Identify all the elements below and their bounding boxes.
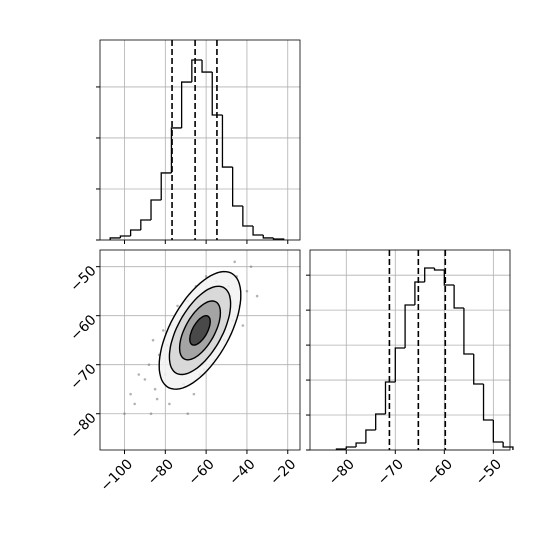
hist-step xyxy=(473,353,484,385)
x-tick-label: −20 xyxy=(267,456,299,488)
hist-step xyxy=(365,429,376,444)
sample-point xyxy=(233,260,236,264)
y-tick-label: −60 xyxy=(67,312,99,344)
hist-step xyxy=(221,115,233,168)
x-tick-label: −60 xyxy=(424,456,456,488)
axes-frame xyxy=(309,249,511,451)
hist-step xyxy=(345,446,357,450)
sample-point xyxy=(168,402,171,406)
hist-step xyxy=(375,413,386,430)
hist-step xyxy=(211,72,223,116)
axes-frame xyxy=(99,249,301,451)
hist-step xyxy=(424,267,435,283)
sample-point xyxy=(204,275,208,278)
hist-step xyxy=(232,167,243,207)
hist-step xyxy=(129,229,141,237)
hist-step xyxy=(150,199,162,220)
x-tick-label: −40 xyxy=(226,456,258,488)
sample-point xyxy=(147,363,151,367)
x-tick-label: −100 xyxy=(98,456,137,495)
sample-point xyxy=(123,412,126,416)
sample-point xyxy=(153,387,157,391)
hist-step xyxy=(160,172,172,200)
axes-frame xyxy=(99,39,301,241)
sample-point xyxy=(149,412,153,416)
sample-point xyxy=(176,304,179,308)
sample-point xyxy=(249,265,253,268)
x-tick-label: −50 xyxy=(473,456,505,488)
x-tick-label: −80 xyxy=(326,456,358,488)
hist-step xyxy=(463,307,474,355)
hist-step xyxy=(443,270,455,286)
x-tick-label: −80 xyxy=(145,456,177,488)
y-tick-label: −80 xyxy=(67,410,99,442)
y-tick-label: −70 xyxy=(67,361,99,393)
hist-step xyxy=(140,219,152,230)
hist-step xyxy=(492,420,504,443)
hist-step xyxy=(414,281,425,305)
hist-step xyxy=(482,383,494,421)
sample-point xyxy=(255,294,259,298)
x-tick-label: −60 xyxy=(186,456,218,488)
sample-point xyxy=(192,392,196,396)
y-tick-label: −50 xyxy=(67,263,99,295)
hist-step xyxy=(394,347,406,383)
x-tick-label: −70 xyxy=(375,456,407,488)
hist-step xyxy=(262,235,274,239)
sample-point xyxy=(241,324,245,327)
contour xyxy=(189,315,211,346)
panel xyxy=(96,39,301,244)
sample-point xyxy=(245,289,249,293)
sample-point xyxy=(143,378,147,381)
hist-step xyxy=(453,284,464,309)
sample-point xyxy=(155,397,159,401)
sample-point xyxy=(186,412,190,416)
hist-step xyxy=(191,59,203,83)
hist-step xyxy=(119,235,131,238)
sample-point xyxy=(151,338,155,342)
hist-step xyxy=(242,206,254,227)
panel: −80 −70 −60 −50 xyxy=(306,249,514,489)
sample-point xyxy=(161,329,165,332)
hist-step xyxy=(404,304,415,348)
hist-step xyxy=(355,442,366,447)
sample-point xyxy=(129,392,132,396)
sample-point xyxy=(133,402,136,406)
hist-step xyxy=(502,442,514,450)
hist-step xyxy=(384,381,396,414)
hist-step xyxy=(109,237,121,240)
hist-step xyxy=(252,226,264,236)
sample-point xyxy=(137,373,141,376)
hist-step xyxy=(272,237,285,240)
hist-step xyxy=(180,81,192,128)
hist-step xyxy=(433,267,445,271)
hist-step xyxy=(170,127,182,173)
hist-step xyxy=(201,60,213,73)
panel: −100 −80 −60 −40 −20−50−60−70−80 xyxy=(67,249,301,495)
